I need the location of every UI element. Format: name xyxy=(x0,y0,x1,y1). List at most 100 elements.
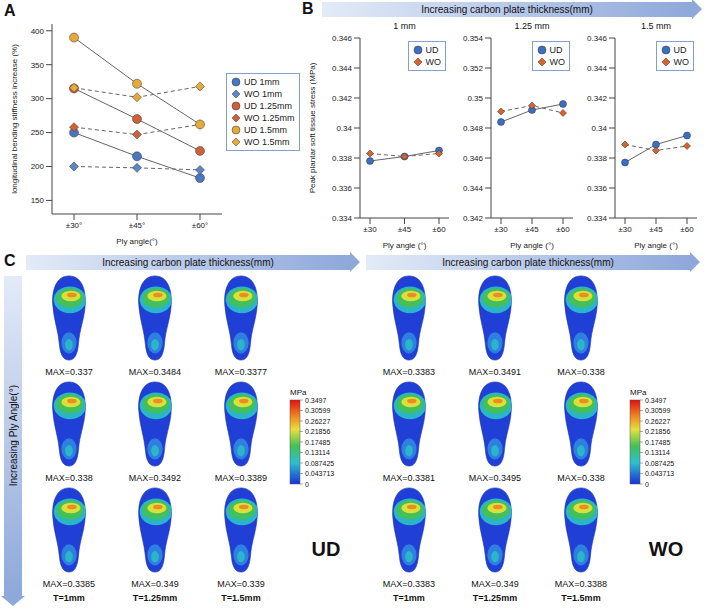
html-text:MAX=0.338: MAX=0.338 xyxy=(45,473,93,483)
svg-text:0.30599: 0.30599 xyxy=(305,407,330,414)
svg-text:0.346: 0.346 xyxy=(587,34,608,43)
svg-text:350: 350 xyxy=(31,61,45,70)
svg-text:Ply angle (°): Ply angle (°) xyxy=(634,241,678,250)
svg-text:WO: WO xyxy=(649,538,683,560)
svg-text:±45: ±45 xyxy=(649,225,663,234)
svg-text:0.348: 0.348 xyxy=(463,124,484,133)
svg-text:0.043713: 0.043713 xyxy=(645,470,674,477)
html-text:1.25 mm: 1.25 mm xyxy=(514,21,550,31)
svg-text:0.26227: 0.26227 xyxy=(305,418,330,425)
svg-text:longitudinal bending stiffness: longitudinal bending stiffness increase … xyxy=(10,44,19,194)
html-text:Increasing carbon plate thickn: Increasing carbon plate thickness(mm) xyxy=(421,4,593,15)
svg-text:±30: ±30 xyxy=(363,225,377,234)
html-text:MAX=0.337: MAX=0.337 xyxy=(45,367,93,377)
html-text:MAX=0.349: MAX=0.349 xyxy=(131,579,179,589)
svg-text:0.346: 0.346 xyxy=(463,154,484,163)
svg-text:250: 250 xyxy=(31,128,45,137)
svg-text:±60: ±60 xyxy=(680,225,694,234)
html-text:WO: WO xyxy=(425,57,441,67)
svg-text:0.13114: 0.13114 xyxy=(305,449,330,456)
svg-text:Ply angle (°): Ply angle (°) xyxy=(383,241,427,250)
html-text:MAX=0.3484: MAX=0.3484 xyxy=(128,367,182,377)
html-text:MAX=0.3377: MAX=0.3377 xyxy=(214,367,268,377)
svg-text:0.34: 0.34 xyxy=(336,124,352,133)
svg-text:0.21856: 0.21856 xyxy=(645,428,670,435)
html-text:MAX=0.3389: MAX=0.3389 xyxy=(214,473,268,483)
svg-text:0.26227: 0.26227 xyxy=(645,418,670,425)
svg-text:Peak plantar soft tissue stres: Peak plantar soft tissue stress (MPa) xyxy=(308,62,317,193)
svg-text:0.342: 0.342 xyxy=(332,94,353,103)
svg-text:0.3497: 0.3497 xyxy=(645,397,667,404)
svg-text:0.344: 0.344 xyxy=(463,184,484,193)
html-text:WO 1mm: WO 1mm xyxy=(244,88,282,99)
svg-text:0.342: 0.342 xyxy=(463,214,484,223)
svg-text:0.35: 0.35 xyxy=(467,94,483,103)
svg-text:±30: ±30 xyxy=(618,225,632,234)
svg-text:±60: ±60 xyxy=(556,225,570,234)
html-text:UD: UD xyxy=(673,45,687,55)
html-text:1 mm: 1 mm xyxy=(393,21,416,31)
svg-text:0.344: 0.344 xyxy=(587,64,608,73)
html-text:UD: UD xyxy=(425,45,439,55)
svg-text:0.346: 0.346 xyxy=(332,34,353,43)
svg-text:0.354: 0.354 xyxy=(463,34,484,43)
svg-text:0.21856: 0.21856 xyxy=(305,428,330,435)
html-text:T=1mm: T=1mm xyxy=(53,593,85,603)
svg-text:0.17485: 0.17485 xyxy=(305,439,330,446)
html-text:MAX=0.3385: MAX=0.3385 xyxy=(42,579,96,589)
svg-text:0.043713: 0.043713 xyxy=(305,470,334,477)
svg-text:0.338: 0.338 xyxy=(332,154,353,163)
svg-text:150: 150 xyxy=(31,196,45,205)
html-text:UD 1mm: UD 1mm xyxy=(244,76,280,87)
svg-text:Ply angle(°): Ply angle(°) xyxy=(116,237,158,246)
svg-text:400: 400 xyxy=(31,27,45,36)
html-text:Increasing carbon plate thickn: Increasing carbon plate thickness(mm) xyxy=(442,257,614,268)
svg-text:0.34: 0.34 xyxy=(591,124,607,133)
svg-text:UD: UD xyxy=(312,538,341,560)
html-text:T=1.5mm: T=1.5mm xyxy=(221,593,261,603)
svg-text:±45: ±45 xyxy=(398,225,412,234)
svg-text:±45: ±45 xyxy=(525,225,539,234)
svg-text:0.17485: 0.17485 xyxy=(645,439,670,446)
svg-text:0: 0 xyxy=(305,481,309,488)
svg-text:0.336: 0.336 xyxy=(332,184,353,193)
svg-text:0.338: 0.338 xyxy=(587,154,608,163)
svg-text:300: 300 xyxy=(31,94,45,103)
html-text:WO 1.25mm: WO 1.25mm xyxy=(244,112,295,123)
svg-text:Ply angle (°): Ply angle (°) xyxy=(510,241,554,250)
svg-text:±45°: ±45° xyxy=(129,221,146,230)
html-text:WO: WO xyxy=(549,57,565,67)
svg-text:0.342: 0.342 xyxy=(587,94,608,103)
html-text:MAX=0.3383: MAX=0.3383 xyxy=(382,367,436,377)
html-text:MAX=0.339: MAX=0.339 xyxy=(217,579,265,589)
svg-text:0: 0 xyxy=(645,481,649,488)
svg-text:0.352: 0.352 xyxy=(463,64,484,73)
html-text:UD 1.5mm: UD 1.5mm xyxy=(244,124,287,135)
html-text:C: C xyxy=(4,252,16,269)
svg-text:0.087425: 0.087425 xyxy=(305,460,334,467)
svg-text:0.334: 0.334 xyxy=(332,214,353,223)
svg-text:±30: ±30 xyxy=(494,225,508,234)
svg-text:0.336: 0.336 xyxy=(587,184,608,193)
html-text:WO 1.5mm: WO 1.5mm xyxy=(244,136,290,147)
svg-text:±60°: ±60° xyxy=(192,221,209,230)
svg-text:0.13114: 0.13114 xyxy=(645,449,670,456)
html-text:T=1.25mm: T=1.25mm xyxy=(132,593,178,603)
html-text:UD: UD xyxy=(549,45,563,55)
html-text:UD 1.25mm: UD 1.25mm xyxy=(244,100,292,111)
svg-text:0.344: 0.344 xyxy=(332,64,353,73)
html-text:1.5 mm: 1.5 mm xyxy=(641,21,671,31)
svg-text:200: 200 xyxy=(31,162,45,171)
html-text:Increasing Ply Angle(°): Increasing Ply Angle(°) xyxy=(7,385,19,487)
svg-text:±30°: ±30° xyxy=(66,221,83,230)
svg-text:±60: ±60 xyxy=(432,225,446,234)
html-text:A: A xyxy=(4,2,16,19)
html-text:Increasing carbon plate thickn: Increasing carbon plate thickness(mm) xyxy=(102,257,274,268)
svg-text:0.334: 0.334 xyxy=(587,214,608,223)
svg-text:0.087425: 0.087425 xyxy=(645,460,674,467)
svg-text:0.3497: 0.3497 xyxy=(305,397,327,404)
svg-text:0.30599: 0.30599 xyxy=(645,407,670,414)
html-text:WO: WO xyxy=(673,57,689,67)
html-text:B: B xyxy=(302,0,314,17)
html-text:MAX=0.3492: MAX=0.3492 xyxy=(128,473,182,483)
